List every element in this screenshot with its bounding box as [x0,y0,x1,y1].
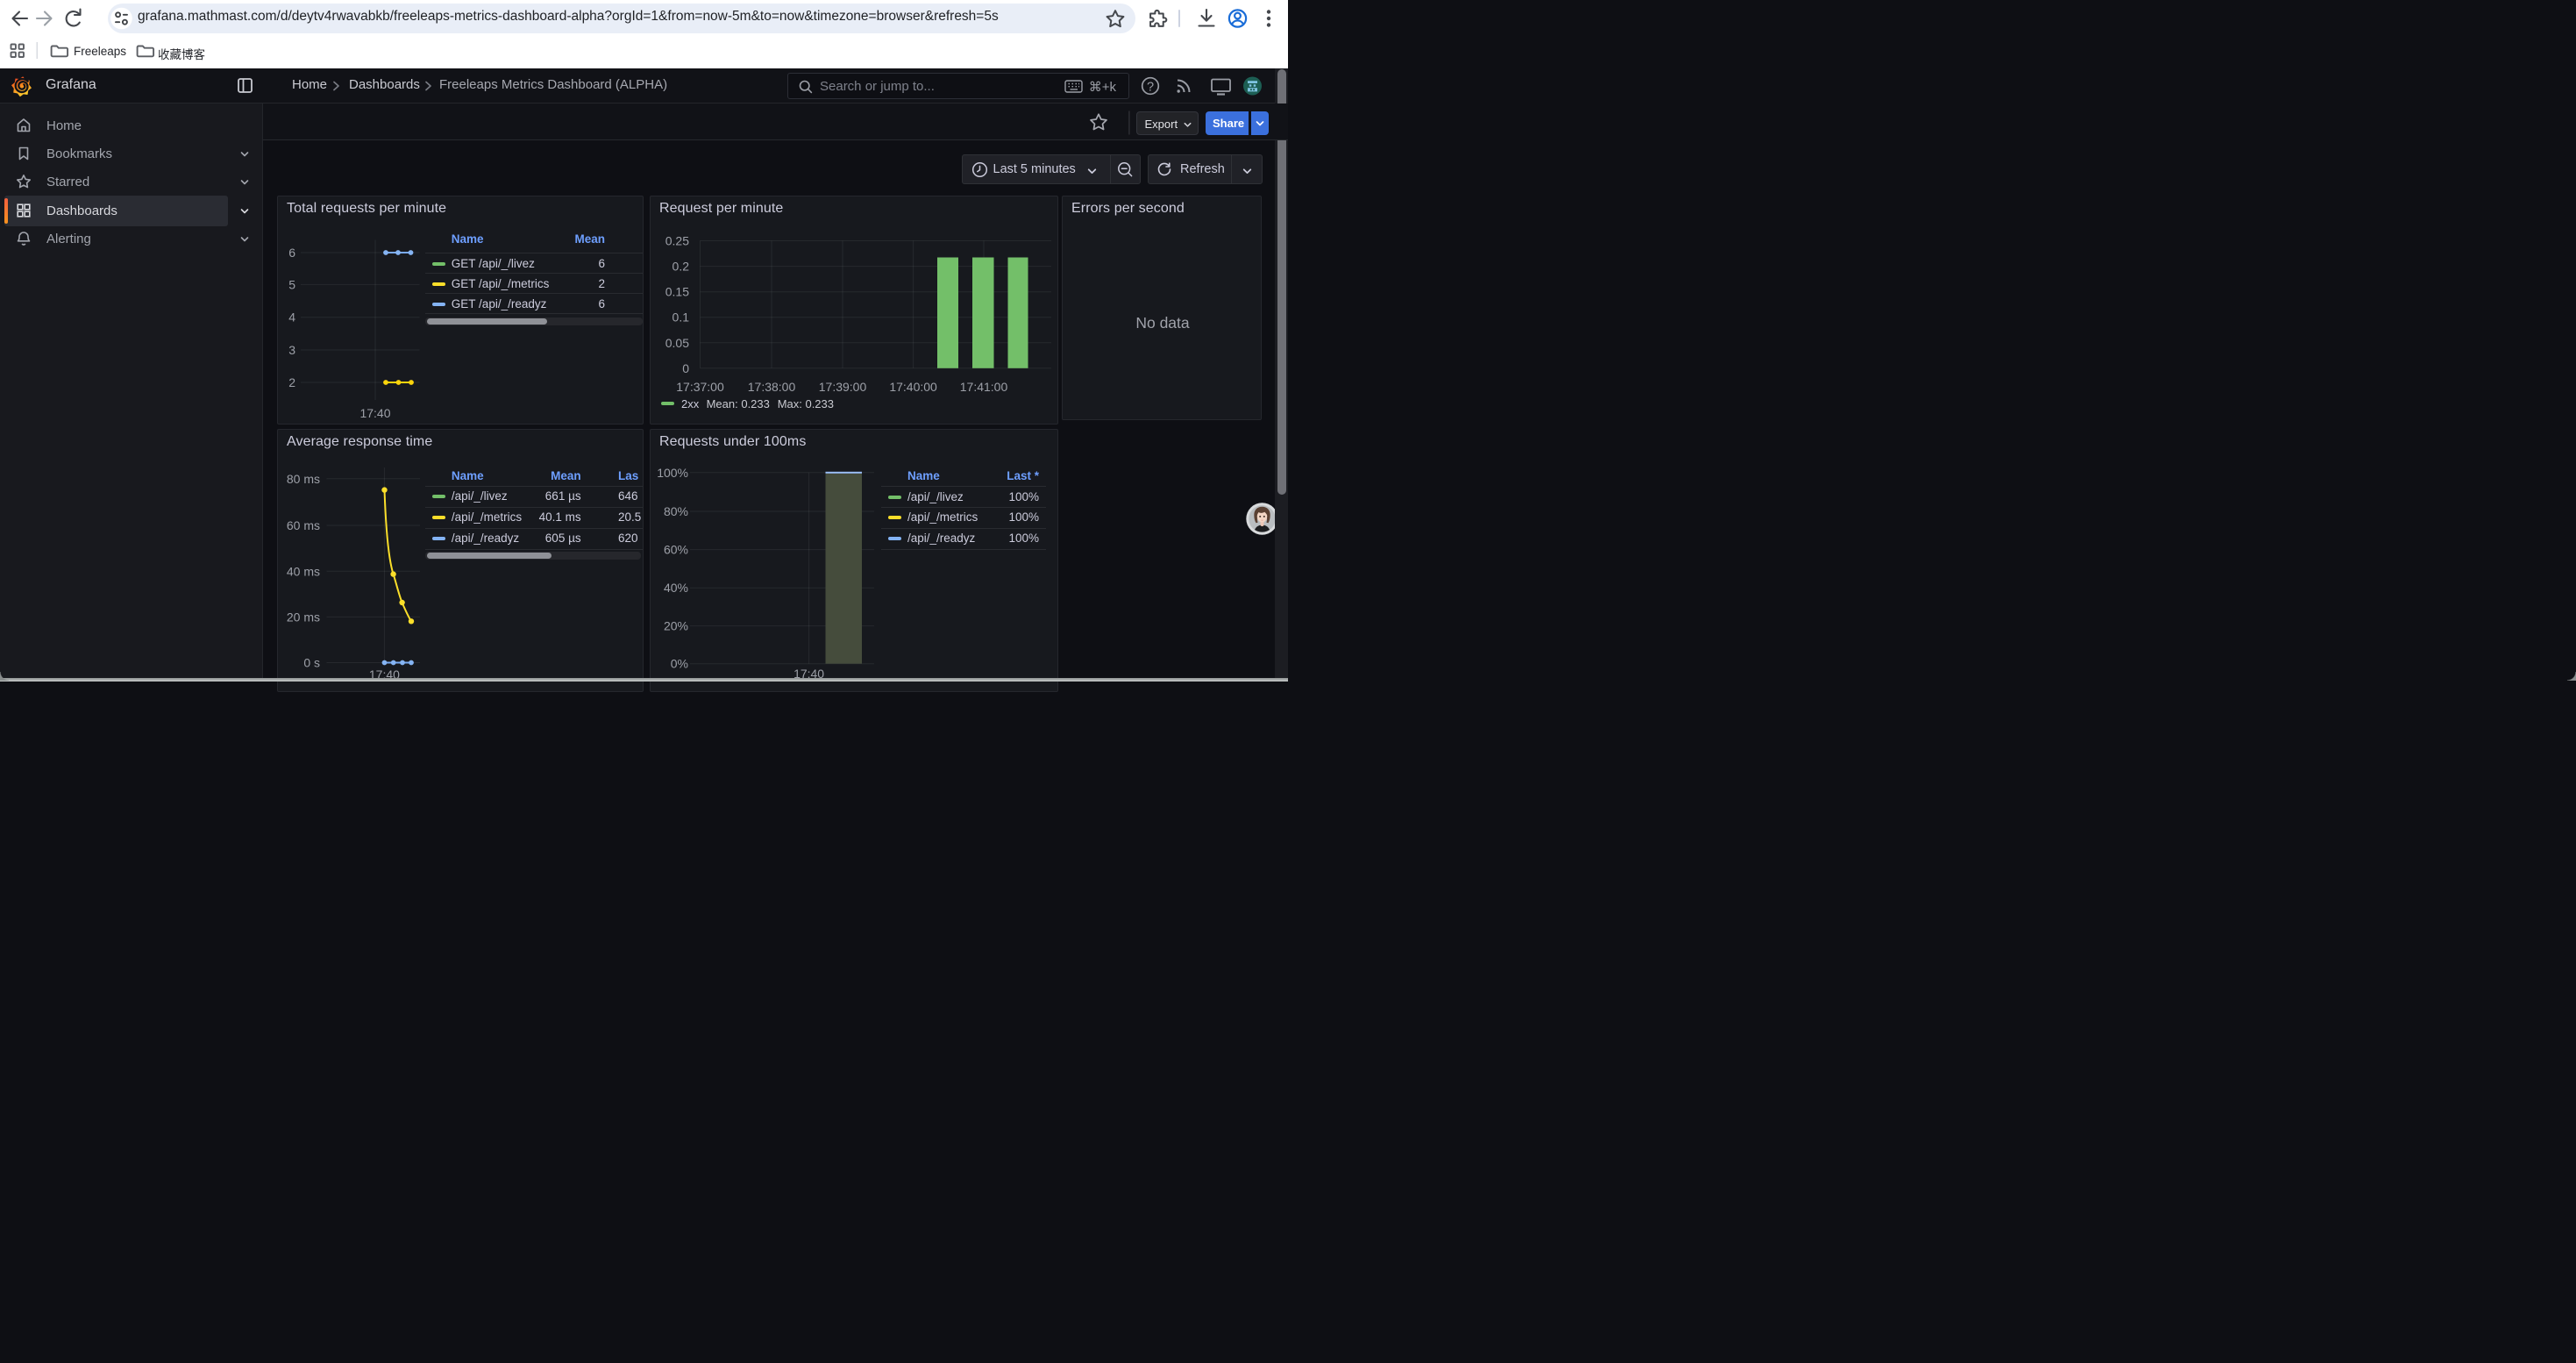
svg-text:40 ms: 40 ms [287,564,320,578]
svg-text:0.25: 0.25 [665,234,689,248]
svg-text:20%: 20% [664,619,688,633]
svg-text:0.2: 0.2 [672,260,690,274]
svg-text:17:40: 17:40 [359,406,390,420]
svg-text:17:39:00: 17:39:00 [819,380,867,394]
svg-text:17:37:00: 17:37:00 [676,380,724,394]
svg-text:3: 3 [288,343,295,357]
svg-text:0.1: 0.1 [672,310,690,325]
svg-text:4: 4 [288,310,295,325]
svg-text:5: 5 [288,277,295,291]
svg-text:20 ms: 20 ms [287,610,320,624]
svg-text:0 s: 0 s [303,656,320,670]
svg-text:17:40:00: 17:40:00 [889,380,937,394]
svg-text:0.05: 0.05 [665,336,689,350]
svg-text:40%: 40% [664,581,688,595]
svg-text:2: 2 [288,375,295,389]
svg-text:80 ms: 80 ms [287,472,320,486]
svg-text:0: 0 [682,361,689,375]
svg-text:60 ms: 60 ms [287,518,320,532]
svg-text:60%: 60% [664,543,688,557]
svg-text:6: 6 [288,246,295,260]
svg-text:17:40: 17:40 [793,667,824,681]
svg-text:?: ? [1147,81,1154,95]
svg-text:17:38:00: 17:38:00 [748,380,796,394]
svg-text:0.15: 0.15 [665,285,689,299]
svg-text:100%: 100% [657,466,688,480]
svg-text:80%: 80% [664,504,688,518]
svg-text:17:41:00: 17:41:00 [960,380,1008,394]
svg-text:0%: 0% [671,657,688,671]
